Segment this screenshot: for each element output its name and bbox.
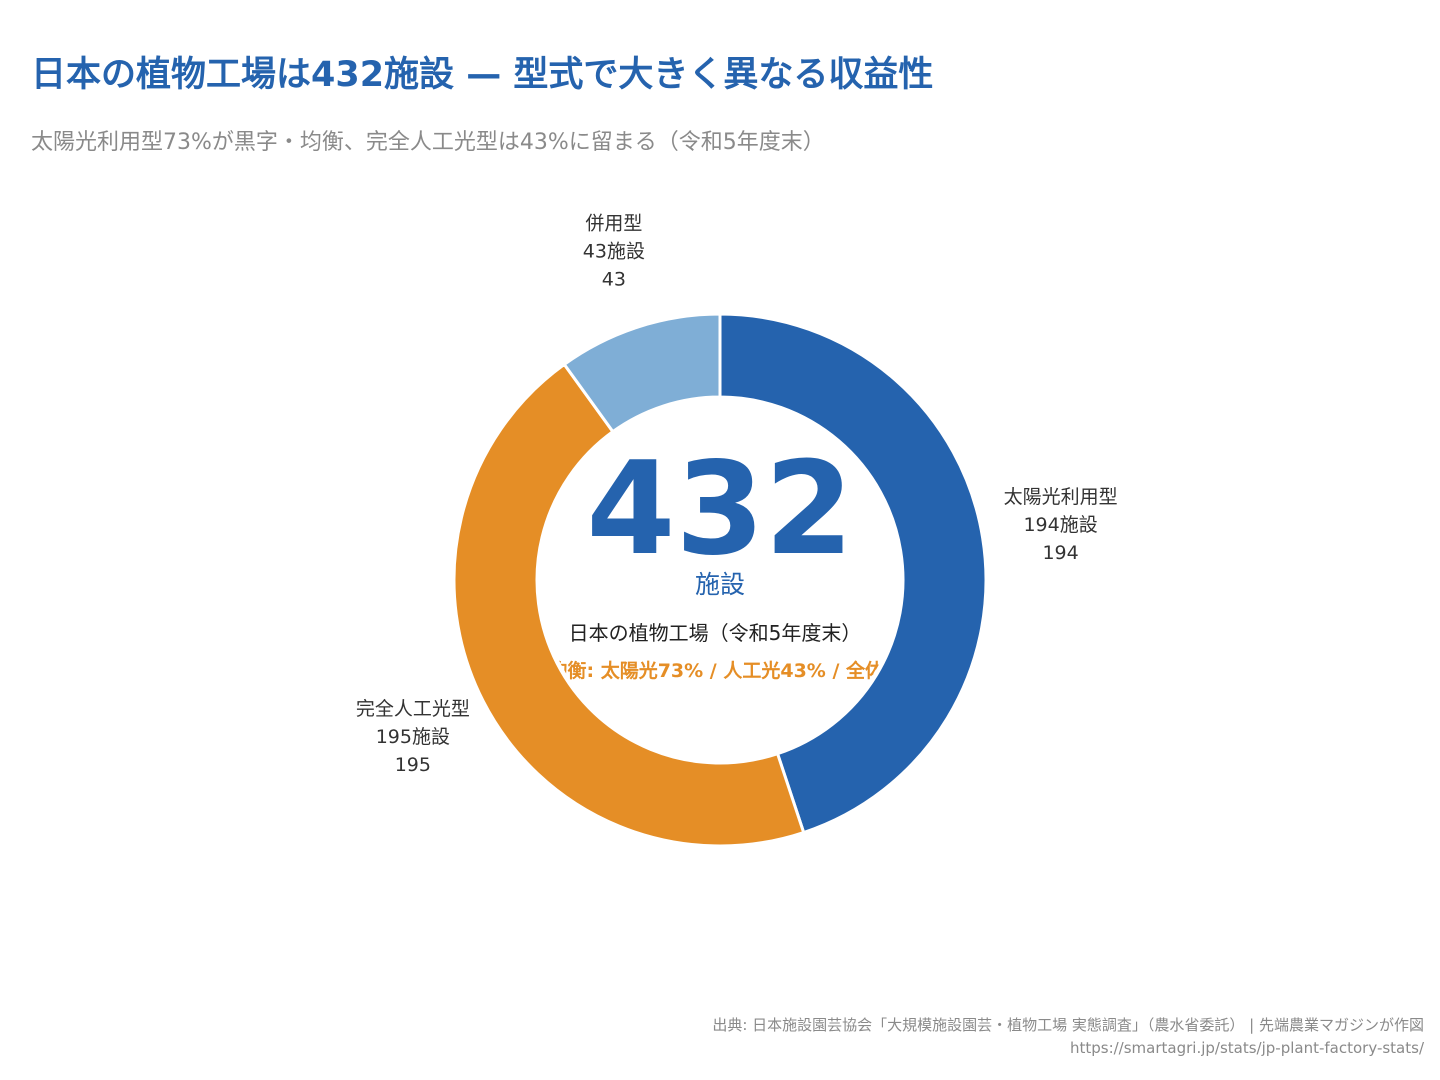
donut-chart: 太陽光利用型 194施設 194 完全人工光型 195施設 195 併用型 43施設 43 43…	[356, 213, 1118, 848]
donut-center: 432 施設 日本の植物工場（令和5年度末） 収支均衡: 太陽光73% / 人工…	[511, 435, 930, 682]
center-total: 432	[586, 435, 853, 584]
donut-slice-1	[452, 362, 806, 848]
center-note: 収支均衡: 太陽光73% / 人工光43% / 全体59%	[511, 659, 930, 682]
center-caption: 日本の植物工場（令和5年度末）	[569, 621, 862, 645]
donut-slice-0	[718, 312, 988, 835]
slice-labels: 太陽光利用型 194施設 194 完全人工光型 195施設 195 併用型 43施設 43	[356, 213, 1118, 776]
donut-slices	[452, 312, 988, 848]
slice-label-1: 完全人工光型 195施設 195	[356, 698, 470, 776]
slice-label-0: 太陽光利用型 194施設 194	[1004, 486, 1118, 564]
source-url: https://smartagri.jp/stats/jp-plant-fact…	[1069, 1039, 1424, 1057]
center-unit: 施設	[695, 570, 745, 599]
chart-subtitle: 太陽光利用型73%が黒字・均衡、完全人工光型は43%に留まる（令和5年度末）	[31, 130, 825, 155]
donut-slice-2	[562, 312, 722, 434]
slice-label-2: 併用型 43施設 43	[583, 213, 645, 291]
chart-title: 日本の植物工場は432施設 — 型式で大きく異なる収益性	[31, 55, 934, 95]
source-note: 出典: 日本施設園芸協会「大規模施設園芸・植物工場 実態調査」（農水省委託） |…	[712, 1016, 1424, 1034]
